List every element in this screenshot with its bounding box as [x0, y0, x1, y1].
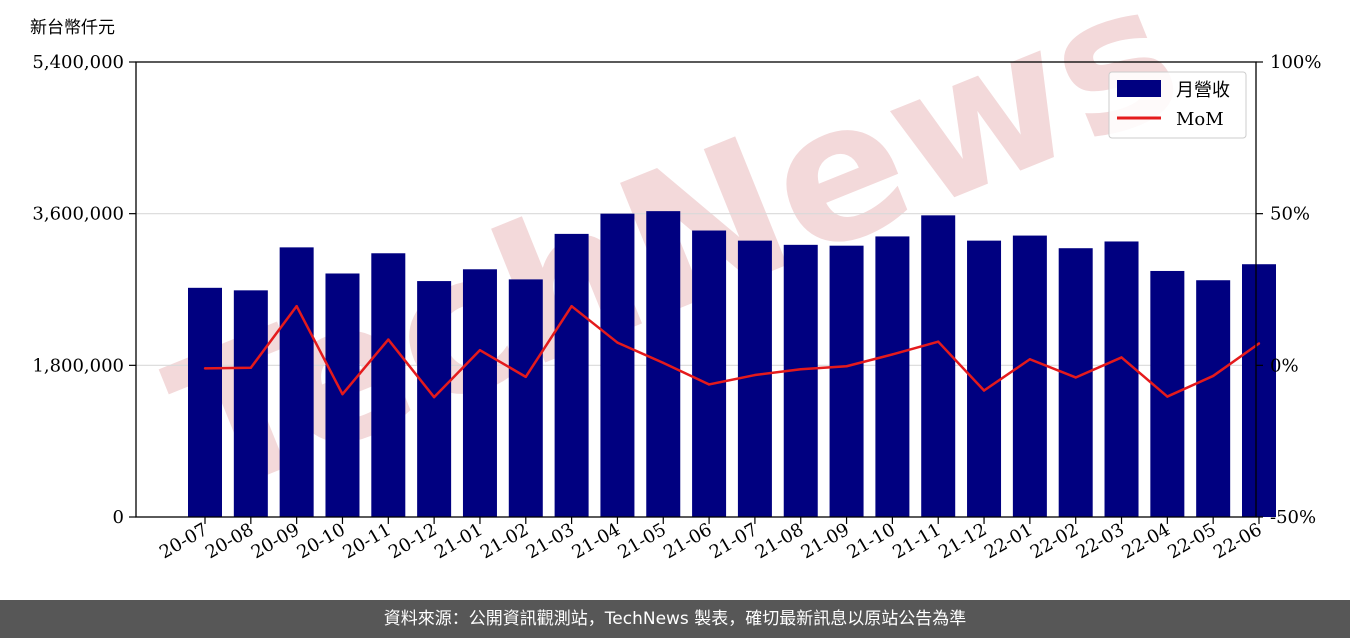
x-tick-label: 22-06	[1210, 519, 1265, 563]
mom-point	[1120, 356, 1123, 359]
revenue-bar	[462, 269, 497, 517]
revenue-chart: TechNews 新台幣仟元 01,800,0003,600,0005,400,…	[30, 0, 1321, 563]
mom-point	[891, 353, 894, 356]
x-tick-label: 21-04	[568, 519, 623, 563]
mom-point	[707, 383, 711, 386]
legend-bar-swatch	[1117, 80, 1161, 97]
mom-point	[341, 392, 344, 396]
right-tick-label: 100%	[1270, 52, 1321, 73]
x-tick-label: 20-10	[294, 519, 349, 563]
mom-point	[1074, 376, 1077, 379]
x-tick-label: 22-03	[1073, 519, 1128, 563]
x-tick-label: 21-11	[889, 519, 944, 563]
x-tick-label: 20-07	[156, 519, 211, 563]
mom-point	[203, 367, 207, 370]
mom-point	[570, 304, 573, 308]
mom-line	[204, 304, 1260, 399]
right-tick-label: -50%	[1270, 507, 1316, 528]
x-tick-label: 21-06	[660, 519, 715, 563]
revenue-bar	[554, 233, 589, 517]
revenue-bar	[783, 244, 818, 517]
revenue-bar	[1242, 264, 1276, 517]
x-tick-label: 21-01	[431, 519, 486, 563]
mom-point	[1166, 395, 1169, 398]
mom-point	[982, 389, 986, 392]
right-y-axis: -50% 0% 50% 100%	[1256, 52, 1321, 528]
x-tick-label: 21-08	[752, 519, 807, 563]
mom-point	[662, 361, 665, 365]
revenue-bar	[1012, 235, 1047, 517]
mom-point	[937, 340, 940, 343]
revenue-bar	[737, 240, 772, 517]
revenue-bar	[1058, 248, 1093, 518]
mom-point	[616, 341, 619, 344]
mom-point	[432, 395, 436, 399]
mom-point	[249, 366, 253, 369]
left-tick-label: 1,800,000	[32, 355, 124, 376]
mom-point	[1211, 374, 1215, 378]
revenue-bar	[600, 213, 635, 517]
x-tick-label: 20-12	[385, 519, 440, 563]
legend: 月營收 MoM	[1108, 71, 1247, 139]
revenue-bar	[875, 236, 910, 517]
mom-point	[387, 338, 390, 341]
mom-point	[295, 304, 298, 308]
revenue-bar	[508, 279, 543, 517]
mom-line-series	[203, 304, 1261, 399]
revenue-bar	[417, 281, 452, 517]
legend-label-revenue: 月營收	[1176, 80, 1230, 101]
revenue-bar	[188, 287, 222, 517]
x-tick-label: 21-03	[523, 519, 578, 563]
revenue-bar	[1104, 241, 1139, 517]
plot-frame	[135, 61, 1257, 518]
footer-source-text: 資料來源：公開資訊觀測站，TechNews 製表，確切最新訊息以原站公告為準	[383, 609, 967, 629]
x-tick-label: 21-02	[477, 519, 532, 563]
x-tick-label: 21-10	[843, 519, 898, 563]
x-tick-label: 22-02	[1027, 519, 1082, 563]
left-tick-label: 3,600,000	[32, 204, 124, 225]
left-tick-label: 5,400,000	[32, 52, 124, 73]
revenue-bar	[279, 247, 314, 518]
revenue-bar	[233, 290, 268, 517]
x-tick-label: 22-05	[1164, 519, 1219, 563]
footer-source-banner: 資料來源：公開資訊觀測站，TechNews 製表，確切最新訊息以原站公告為準	[0, 600, 1350, 638]
x-tick-label: 22-04	[1118, 519, 1173, 563]
x-tick-label: 21-07	[706, 519, 761, 563]
revenue-bar	[829, 245, 864, 517]
x-tick-label: 21-12	[935, 519, 990, 563]
mom-point	[753, 373, 757, 377]
mom-point	[1257, 342, 1261, 345]
x-tick-label: 21-09	[798, 519, 853, 563]
mom-point	[524, 375, 527, 379]
revenue-bar	[1150, 270, 1185, 517]
revenue-bar	[921, 215, 956, 517]
revenue-bar	[692, 230, 727, 517]
x-tick-label: 22-01	[981, 519, 1036, 563]
x-tick-label: 21-05	[614, 519, 669, 563]
legend-label-mom: MoM	[1176, 109, 1224, 130]
mom-point	[478, 348, 482, 352]
right-tick-label: 50%	[1270, 204, 1310, 225]
revenue-bar	[371, 253, 406, 517]
left-y-axis: 0 1,800,000 3,600,000 5,400,000	[32, 52, 136, 528]
y-unit-label: 新台幣仟元	[30, 18, 115, 38]
mom-point	[845, 365, 848, 368]
mom-point	[1028, 358, 1032, 361]
left-tick-label: 0	[113, 507, 124, 528]
bar-series	[188, 211, 1276, 518]
right-tick-label: 0%	[1270, 355, 1299, 376]
revenue-bar	[1196, 280, 1231, 517]
mom-point	[799, 368, 802, 371]
x-tick-label: 20-11	[339, 519, 394, 563]
x-axis: 20-0720-0820-0920-1020-1120-1221-0121-02…	[156, 517, 1266, 563]
